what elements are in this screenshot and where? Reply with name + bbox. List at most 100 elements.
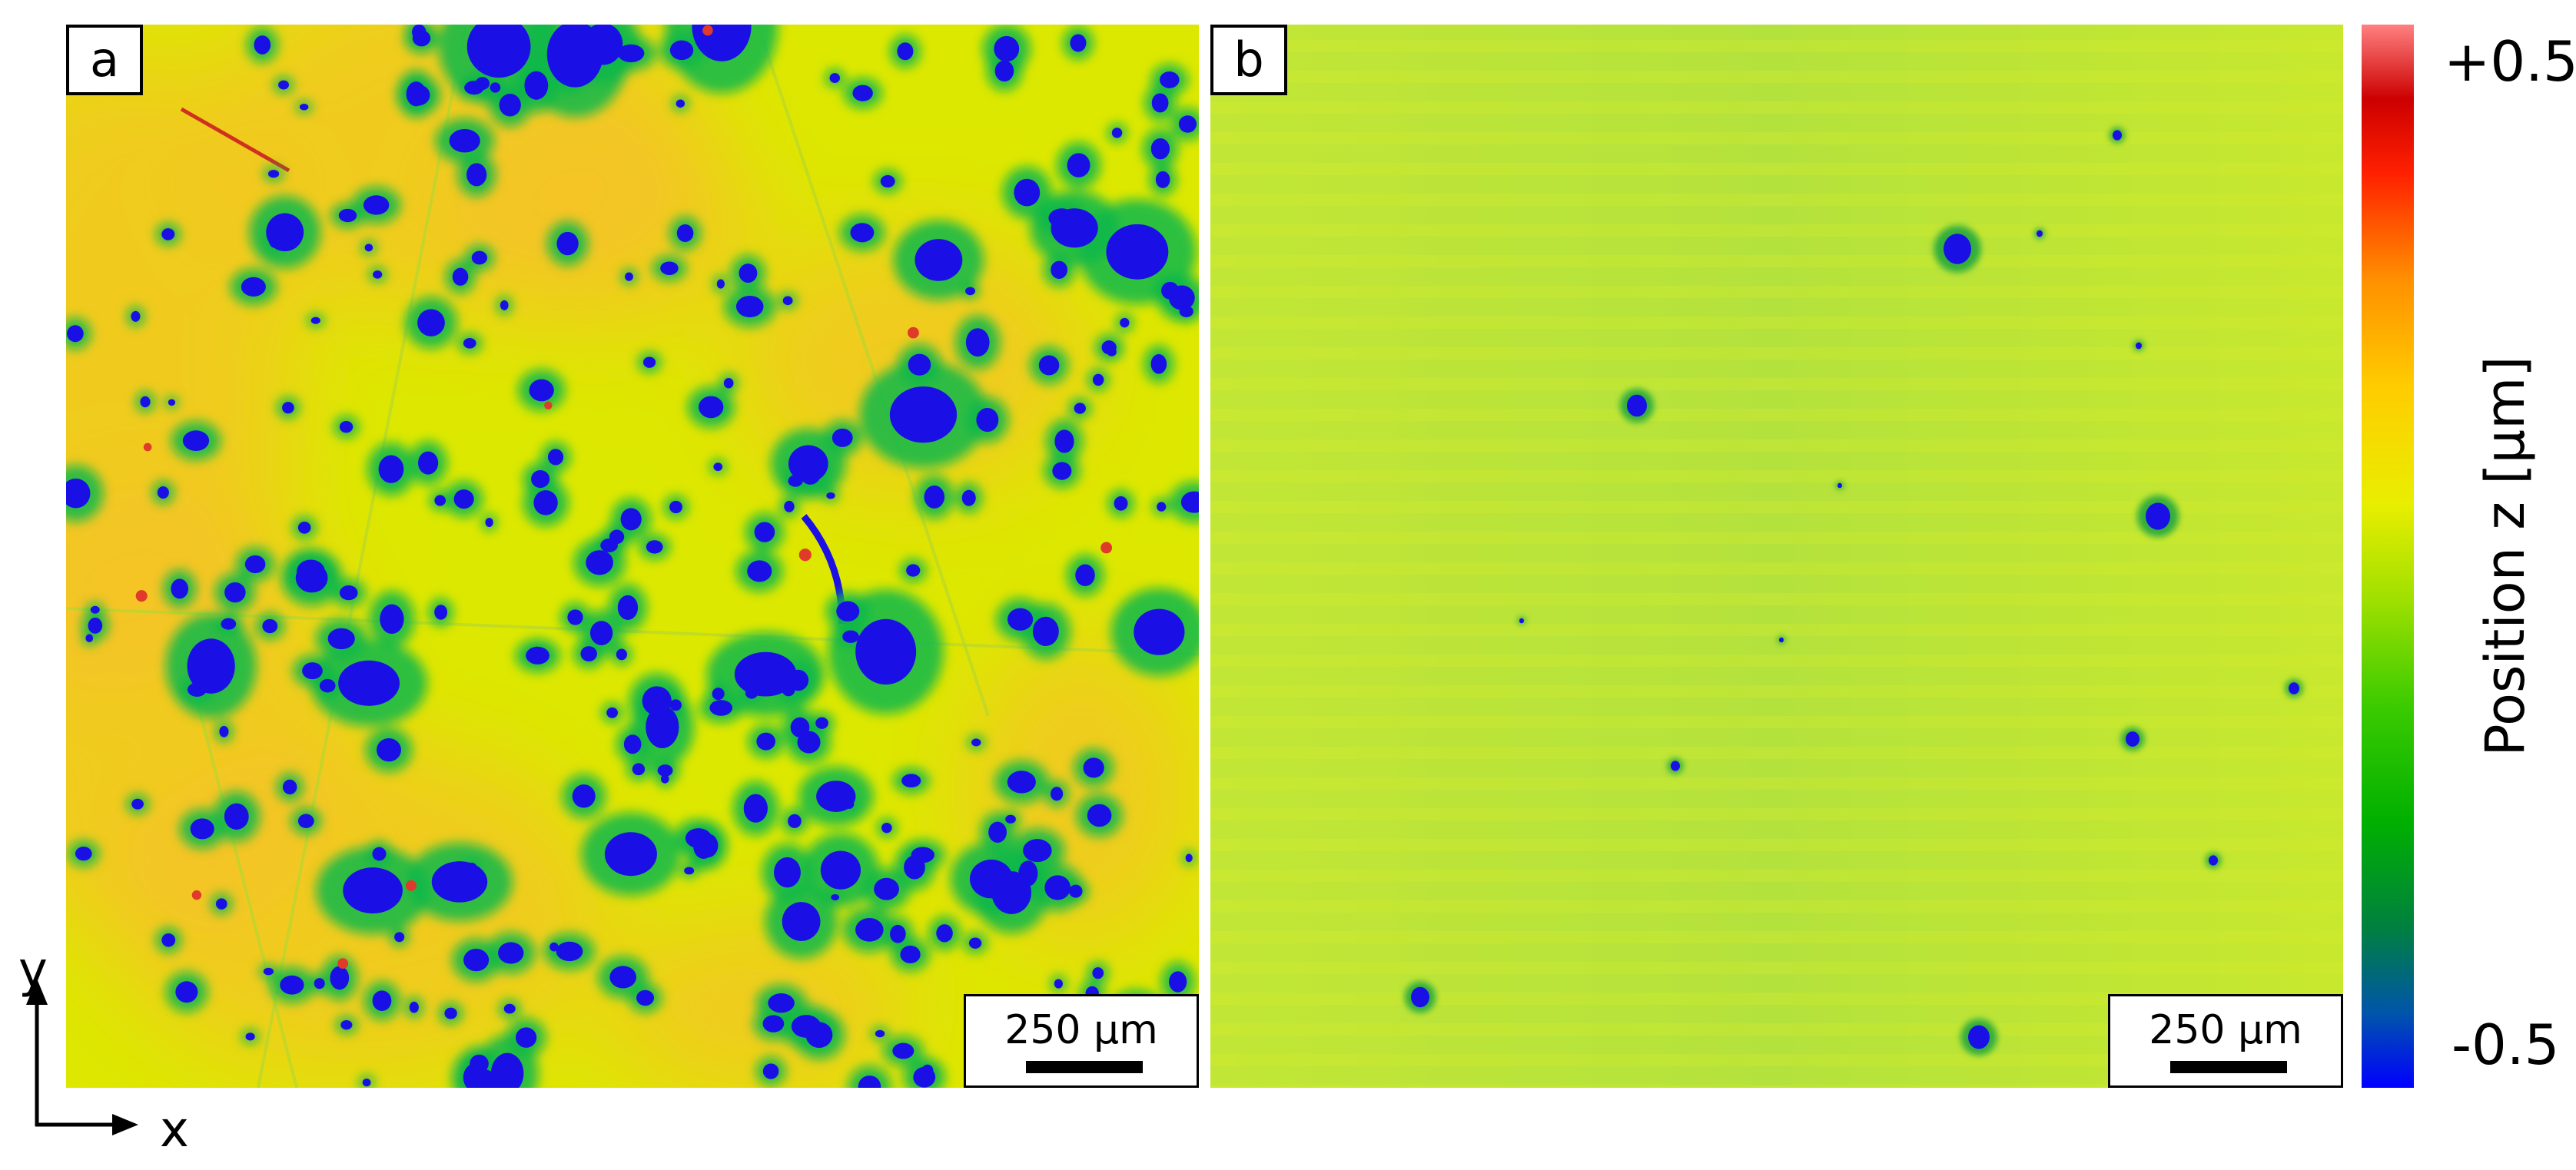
surface-stripe [1210,101,2343,114]
surface-pit [676,99,685,108]
surface-pit [906,564,921,577]
surface-pit [850,223,875,243]
surface-pit [782,902,821,941]
surface-stripe [1210,439,2343,452]
surface-pit [836,601,860,621]
surface-pit [1411,986,1429,1008]
surface-stripe [1210,194,2343,206]
surface-pit [1005,814,1016,824]
surface-pit [881,822,892,834]
surface-pit [2136,342,2142,350]
surface-stripe [1210,378,2343,390]
surface-pit [372,847,387,861]
surface-pit [500,300,509,310]
surface-pit [224,582,246,603]
surface-pit [1111,128,1123,138]
surface-pit [262,618,278,634]
surface-pit [282,779,297,795]
surface-pit [961,489,976,506]
surface-pit [131,798,144,810]
x-axis-label: x [160,1102,189,1158]
surface-pit [875,1029,885,1038]
surface-pit [762,1063,779,1079]
surface-pit [363,195,390,215]
surface-pit [444,1007,457,1019]
surface-pit [889,386,958,443]
surface-pit [660,261,679,275]
surface-pit [829,73,840,84]
surface-stripe [1210,71,2343,83]
surface-pit [572,784,596,808]
surface-pit [782,682,795,697]
surface-pit [1074,403,1086,414]
surface-pit [466,25,531,78]
surface-pit [669,500,682,514]
surface-pit [339,420,354,433]
surface-pit [754,522,775,542]
surface-pit [598,45,613,59]
surface-pit [161,228,175,240]
surface-pit [340,1019,353,1030]
surface-pit [168,399,176,406]
surface-pit [1044,875,1071,900]
surface-pit [75,847,92,861]
surface-pit [524,71,549,100]
surface-pit [485,517,493,527]
surface-pit [756,732,775,751]
surface-pit [140,396,151,408]
surface-scratch [756,25,990,717]
surface-bump [1100,542,1113,554]
surface-pit [1075,564,1095,587]
surface-pit [1067,153,1090,177]
surface-background [1210,25,2343,1088]
surface-stripe [1210,870,2343,882]
surface-pit [832,428,853,447]
surface-pit [171,578,189,599]
surface-pit [969,859,1013,899]
surface-pit [131,310,141,322]
surface-pit [676,224,694,243]
surface-pit [1052,462,1072,480]
surface-stripe [1210,808,2343,820]
surface-pit [498,942,524,964]
surface-pit [338,660,400,706]
surface-pit [90,605,100,614]
surface-pit [463,949,490,972]
surface-pit [936,924,953,943]
surface-stripe [1210,655,2343,667]
height-map-panel-b: b 250 µm [1210,25,2343,1088]
surface-pit [1092,967,1104,979]
surface-pit [805,1022,833,1049]
surface-pit [434,495,446,506]
surface-pit [1050,787,1064,801]
surface-stripe [1210,132,2343,144]
surface-pit [362,1079,371,1087]
surface-pit [623,734,642,754]
surface-pit [394,932,405,943]
surface-pit [417,451,439,475]
surface-pit [380,604,404,635]
surface-stripe [1210,962,2343,974]
surface-pit [858,1076,881,1088]
surface-stripe [1210,317,2343,329]
surface-pit [529,379,554,402]
height-map-panel-a: a 250 µm [66,25,1199,1088]
surface-pit [490,1052,524,1088]
surface-pit [244,555,266,574]
scale-bar-line [2170,1061,2287,1073]
surface-pit [1134,608,1185,655]
surface-pit [774,857,801,888]
surface-bump [135,590,148,602]
surface-stripe [1210,931,2343,943]
surface-stripe [1210,163,2343,175]
surface-stripe [1210,900,2343,913]
surface-pit [263,967,274,976]
surface-pit [880,174,895,188]
surface-pit [409,1001,419,1013]
surface-pit [67,325,84,343]
surface-pit [1023,839,1052,863]
colorbar-max-label: +0.5 [2444,29,2576,94]
surface-pit [157,486,169,499]
surface-pit [616,648,627,661]
surface-pit [586,550,613,575]
